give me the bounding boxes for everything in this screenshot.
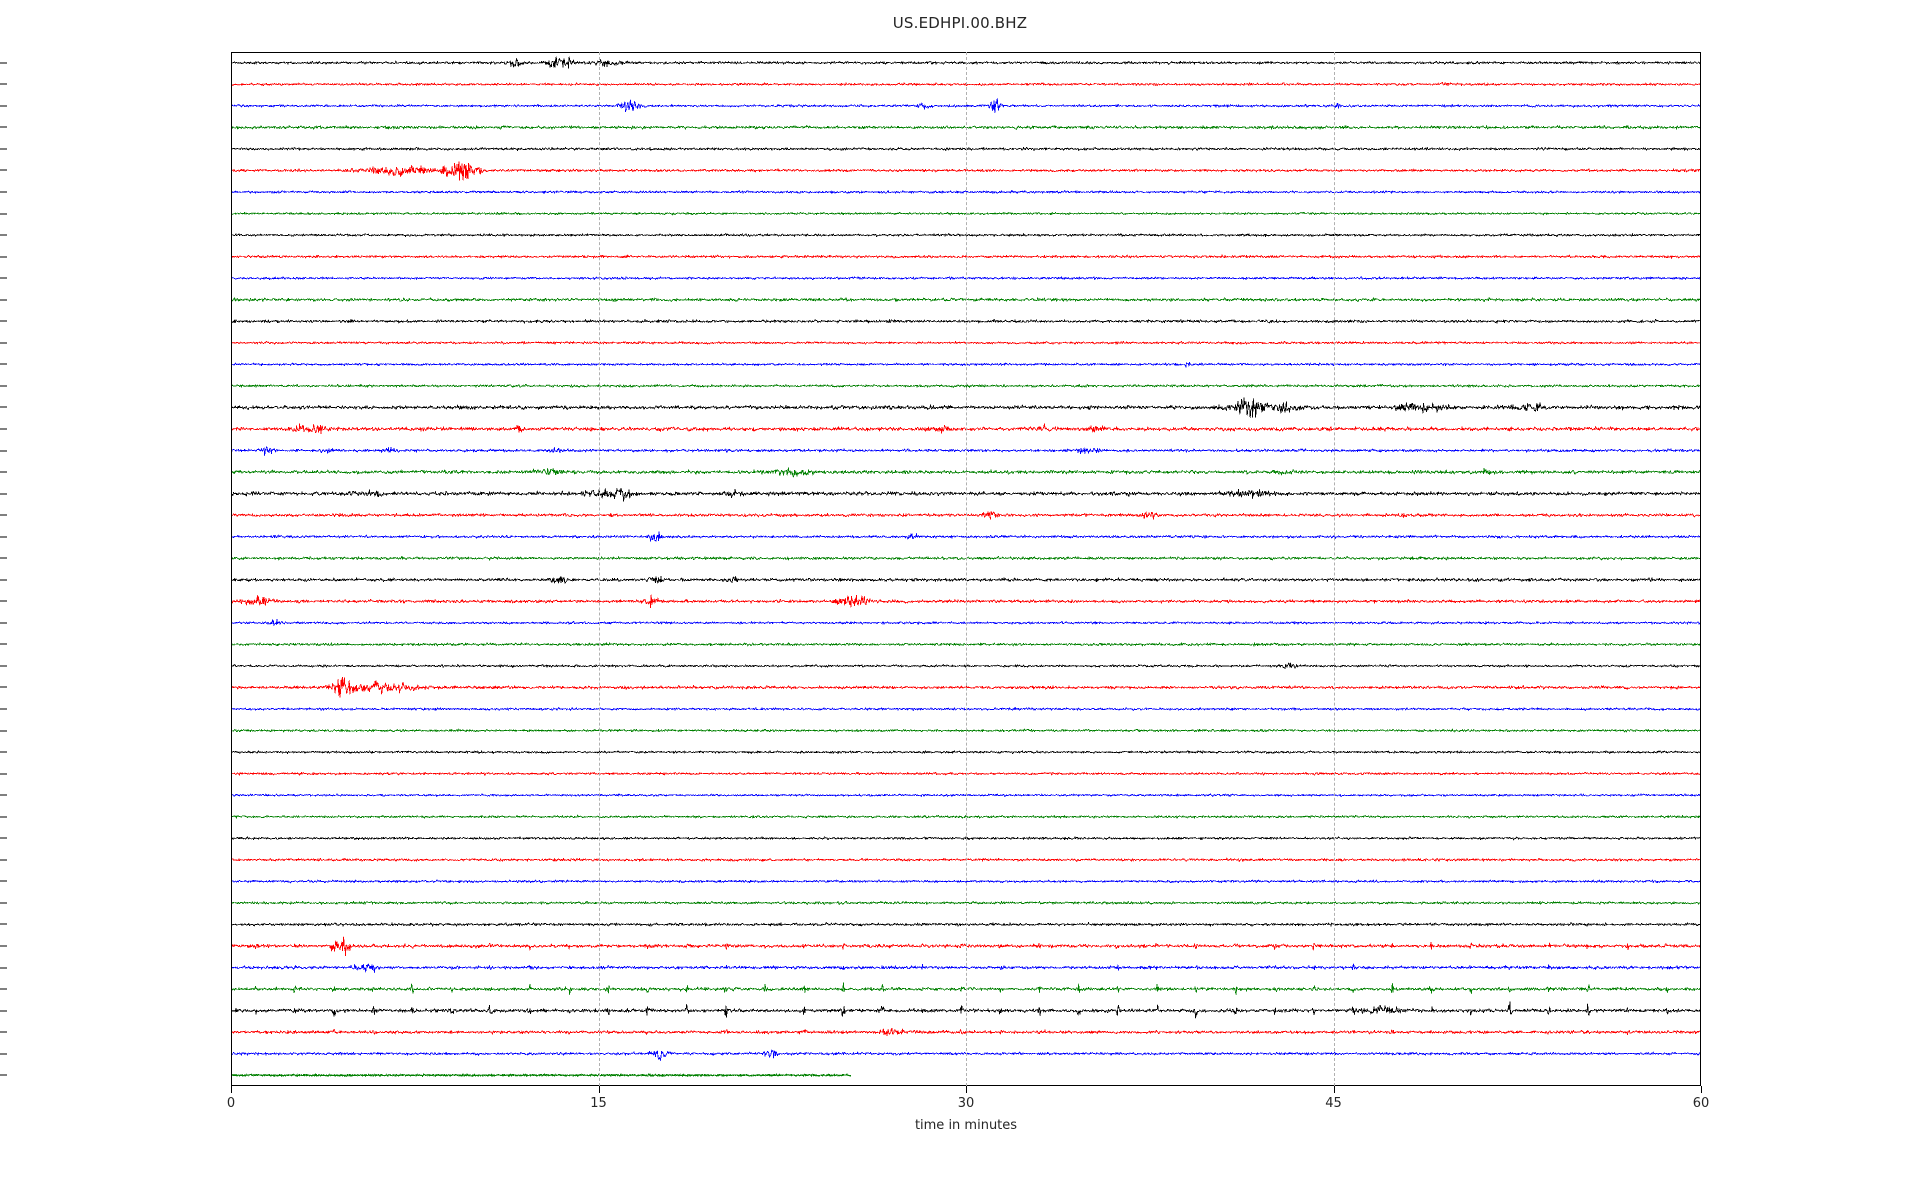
x-axis-labels: 0 15 30 45 60 — [227, 1086, 1709, 1126]
y-axis-tick-mark — [0, 686, 7, 688]
y-axis-tick-mark — [0, 126, 7, 128]
y-axis-tick-mark — [0, 105, 7, 107]
seismic-trace — [231, 1073, 852, 1078]
x-axis-tick-label: 0 — [226, 1096, 236, 1111]
y-axis-tick-mark — [0, 773, 7, 775]
x-axis-tick-mark — [1333, 1086, 1335, 1093]
x-axis-tick-label: 15 — [590, 1096, 607, 1111]
y-axis-tick-mark — [0, 923, 7, 925]
y-axis-tick-mark — [0, 665, 7, 667]
y-axis-tick-mark — [0, 428, 7, 430]
y-axis-tick-mark — [0, 514, 7, 516]
y-axis-tick-mark — [0, 988, 7, 990]
y-axis-tick-mark — [0, 880, 7, 882]
y-axis-tick-mark — [0, 816, 7, 818]
y-axis-tick-mark — [0, 751, 7, 753]
y-axis-tick-mark — [0, 493, 7, 495]
plot-area — [231, 52, 1701, 1086]
gridline — [1333, 52, 1335, 1086]
x-axis-tick-label: 60 — [1692, 1096, 1710, 1111]
y-axis-tick-mark — [0, 1031, 7, 1033]
y-axis-tick-mark — [0, 579, 7, 581]
y-axis-tick-mark — [0, 234, 7, 236]
y-axis-tick-mark — [0, 794, 7, 796]
y-axis-tick-mark — [0, 708, 7, 710]
y-axis-tick-mark — [0, 83, 7, 85]
y-axis-tick-mark — [0, 536, 7, 538]
y-axis-labels: 00:00:1001:00:1002:00:1003:00:1004:00:10… — [0, 52, 231, 1086]
x-axis-tick-mark — [1701, 1086, 1702, 1093]
page-title: US.EDHPI.00.BHZ — [892, 14, 1028, 32]
gridline — [598, 52, 600, 1086]
y-axis-tick-mark — [0, 557, 7, 559]
y-axis-tick-mark — [0, 299, 7, 301]
y-axis-tick-mark — [0, 363, 7, 365]
y-axis-tick-mark — [0, 600, 7, 602]
y-axis-tick-mark — [0, 277, 7, 279]
y-axis-tick-mark — [0, 256, 7, 258]
x-axis-tick-mark — [966, 1086, 967, 1093]
y-axis-tick-mark — [0, 342, 7, 344]
y-axis-tick-mark — [0, 406, 7, 408]
y-axis-tick-mark — [0, 450, 7, 452]
y-axis-tick-mark — [0, 1074, 7, 1076]
x-axis-tick-mark — [598, 1086, 600, 1093]
y-axis-tick-mark — [0, 967, 7, 969]
y-axis-tick-mark — [0, 320, 7, 322]
x-axis-tick-label: 45 — [1325, 1096, 1342, 1111]
x-axis-tick-mark — [231, 1086, 232, 1093]
y-axis-tick-mark — [0, 471, 7, 473]
y-axis-tick-mark — [0, 148, 7, 150]
y-axis-tick-mark — [0, 859, 7, 861]
y-axis-tick-mark — [0, 837, 7, 839]
y-axis-tick-mark — [0, 62, 7, 64]
y-axis-tick-mark — [0, 730, 7, 732]
y-axis-tick-mark — [0, 643, 7, 645]
x-axis-tick-label: 30 — [957, 1096, 975, 1111]
y-axis-tick-mark — [0, 169, 7, 171]
y-axis-tick-mark — [0, 1053, 7, 1055]
y-axis-tick-mark — [0, 902, 7, 904]
y-axis-tick-mark — [0, 622, 7, 624]
y-axis-tick-mark — [0, 213, 7, 215]
x-axis-title: time in minutes — [914, 1118, 1018, 1133]
gridline — [966, 52, 967, 1086]
y-axis-tick-mark — [0, 385, 7, 387]
y-axis-tick-mark — [0, 191, 7, 193]
y-axis-tick-mark — [0, 945, 7, 947]
y-axis-tick-mark — [0, 1010, 7, 1012]
